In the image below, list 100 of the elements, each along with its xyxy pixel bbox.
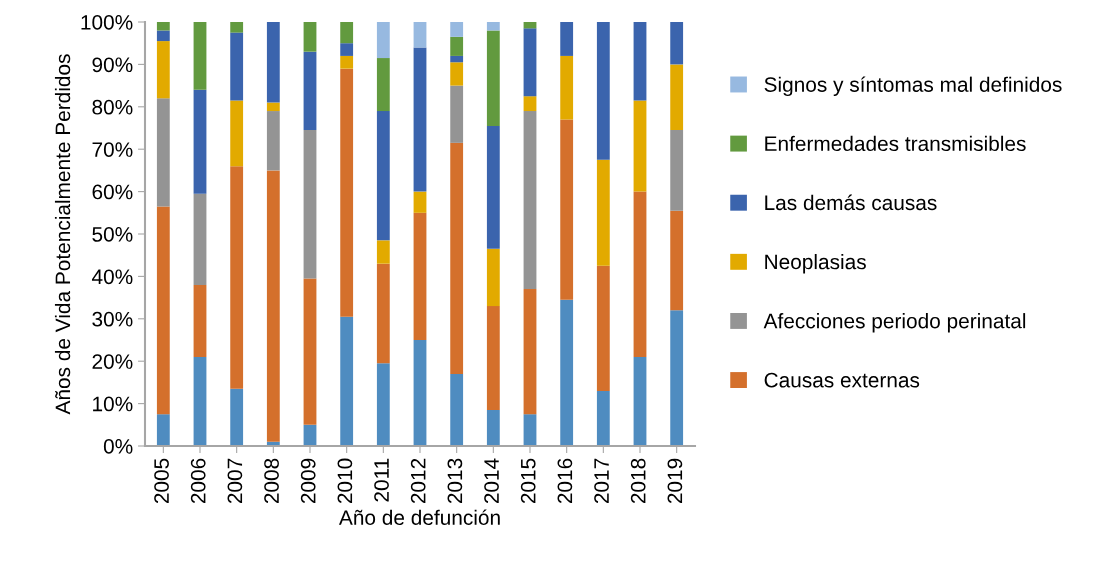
bar xyxy=(413,212,427,340)
bar xyxy=(376,58,390,112)
bar xyxy=(376,263,390,364)
bar xyxy=(486,30,500,126)
bar xyxy=(193,89,207,194)
bar xyxy=(486,409,500,446)
x-tick-label: 2006 xyxy=(190,458,206,504)
y-tick-label: 70% xyxy=(92,142,133,157)
bar xyxy=(303,51,317,131)
y-tick-label: 80% xyxy=(92,99,133,115)
y-tick-label: 10% xyxy=(93,396,133,412)
bar xyxy=(560,22,574,56)
bar xyxy=(633,356,647,446)
bar xyxy=(266,102,280,112)
bar xyxy=(156,22,170,31)
bar xyxy=(486,248,500,307)
bar xyxy=(266,22,280,103)
bar xyxy=(156,206,170,415)
legend-label: Causas externas xyxy=(764,372,920,388)
bar xyxy=(670,64,684,131)
x-axis-title: Año de defunción xyxy=(338,509,500,525)
bar xyxy=(523,111,537,290)
bar xyxy=(193,356,207,446)
bar xyxy=(376,240,390,264)
bar xyxy=(596,159,610,266)
bar xyxy=(633,22,647,101)
bar xyxy=(670,310,684,446)
bar xyxy=(266,111,280,171)
x-tick-label: 2013 xyxy=(447,458,463,504)
bar xyxy=(450,36,464,56)
bar xyxy=(596,22,610,160)
legend-label: Enfermedades transmisibles xyxy=(765,135,1026,152)
bar xyxy=(450,85,464,143)
y-axis-title: Años de Vida Potencialmente Perdidos xyxy=(54,54,71,415)
y-tick-label: 30% xyxy=(92,311,133,327)
bar xyxy=(523,96,537,112)
legend-label: Afecciones periodo perinatal xyxy=(763,313,1026,333)
x-tick-label: 2009 xyxy=(300,458,316,504)
x-tick-label: 2017 xyxy=(594,458,609,504)
bar xyxy=(340,55,354,69)
bar xyxy=(230,32,244,101)
y-tick-label: 50% xyxy=(92,227,133,242)
y-tick-label: 20% xyxy=(92,354,133,369)
bar xyxy=(486,125,500,249)
bar xyxy=(156,414,170,446)
bar xyxy=(376,22,390,59)
bar xyxy=(340,43,354,56)
x-tick-label: 2018 xyxy=(630,458,646,504)
bar xyxy=(560,119,574,300)
bar xyxy=(670,210,684,311)
bar xyxy=(450,142,464,374)
y-tick-label: 40% xyxy=(91,269,133,285)
bar xyxy=(633,191,647,357)
bar xyxy=(230,22,244,33)
bar xyxy=(560,55,574,120)
bar xyxy=(560,299,574,446)
x-tick-label: 2010 xyxy=(337,458,353,504)
legend-label: Signos y síntomas mal definidos xyxy=(764,76,1062,97)
x-tick-label: 2019 xyxy=(667,458,683,504)
bar xyxy=(486,22,500,31)
bar xyxy=(340,68,354,317)
y-tick-label: 0% xyxy=(103,439,133,454)
bar xyxy=(486,306,500,410)
bar xyxy=(230,100,244,167)
bar xyxy=(230,388,244,446)
x-tick-label: 2012 xyxy=(410,458,426,504)
bar xyxy=(376,363,390,446)
x-tick-label: 2011 xyxy=(374,458,389,502)
x-tick-label: 2008 xyxy=(264,458,279,504)
bar xyxy=(340,316,354,446)
bar xyxy=(450,22,464,37)
bar xyxy=(413,340,427,446)
y-tick-label: 60% xyxy=(92,184,133,200)
bar xyxy=(156,98,170,207)
bar xyxy=(670,22,684,65)
bar xyxy=(596,390,610,446)
bar xyxy=(376,111,390,241)
legend-label: Neoplasias xyxy=(765,253,866,274)
bar xyxy=(523,28,537,97)
bar xyxy=(413,191,427,213)
bar xyxy=(156,30,170,42)
bar xyxy=(450,373,464,446)
bar xyxy=(230,166,244,389)
bar xyxy=(596,265,610,391)
bar xyxy=(303,22,317,52)
bar xyxy=(156,41,170,99)
bar xyxy=(413,47,427,192)
y-tick-label: 90% xyxy=(92,57,133,73)
bar xyxy=(633,100,647,192)
bar xyxy=(193,284,207,357)
bar xyxy=(450,55,464,63)
bar xyxy=(193,193,207,285)
x-tick-label: 2014 xyxy=(484,458,499,504)
x-tick-label: 2005 xyxy=(154,458,169,504)
y-tick-label: 100% xyxy=(81,15,133,30)
bar xyxy=(303,130,317,279)
bar xyxy=(523,289,537,415)
bar xyxy=(523,414,537,446)
bar xyxy=(266,170,280,442)
x-tick-label: 2016 xyxy=(557,458,573,504)
